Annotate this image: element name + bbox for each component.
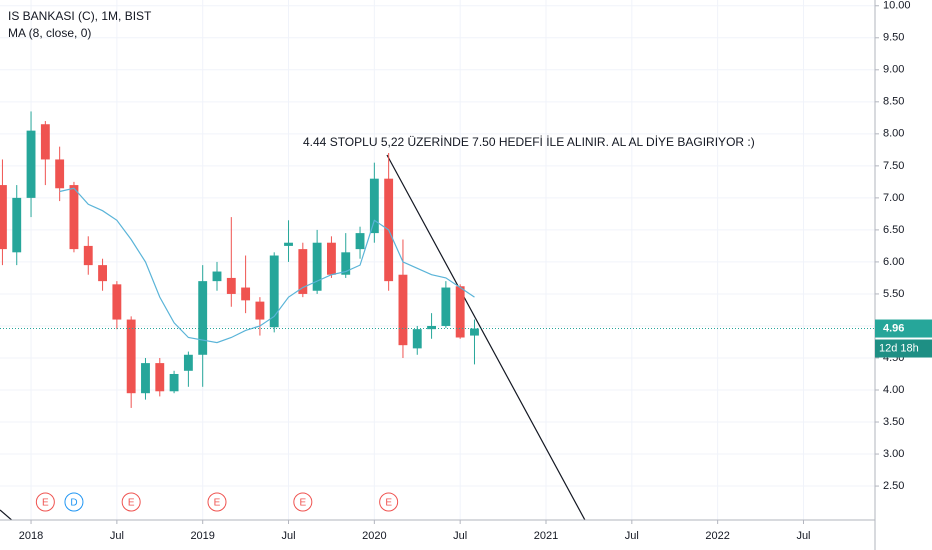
x-tick-label: Jul [110, 530, 124, 542]
candle-body [369, 178, 379, 234]
candle-body [412, 329, 422, 349]
annotation: 4.44 STOPLU 5,22 ÜZERİNDE 7.50 HEDEFİ İL… [303, 135, 755, 149]
y-tick-label: 3.50 [883, 416, 904, 428]
last-price-box [875, 319, 932, 338]
event-marker [207, 492, 227, 512]
event-label: E [42, 498, 49, 509]
y-tick-label: 7.50 [883, 160, 904, 172]
candle-body [255, 301, 265, 320]
candle-body [326, 242, 336, 275]
candle-body [40, 124, 50, 160]
y-tick-label: 4.00 [883, 384, 904, 396]
candle-body [0, 185, 7, 250]
candle-body [83, 245, 93, 266]
y-tick-label: 8.00 [883, 128, 904, 140]
candle-body [183, 354, 193, 371]
candle-body [12, 197, 22, 253]
candle-body [355, 233, 365, 250]
event-label: D [70, 498, 77, 509]
candle-body [198, 281, 208, 355]
candle-body [55, 159, 65, 189]
candle-body [212, 271, 222, 282]
x-tick-label: 2019 [190, 530, 214, 542]
x-tick-label: 2020 [362, 530, 386, 542]
candle-body [98, 265, 107, 282]
indicator-legend: MA (8, close, 0) [8, 26, 91, 40]
grid [0, 0, 875, 520]
y-tick-label: 7.00 [883, 192, 904, 204]
candle-body [441, 287, 451, 326]
event-marker [293, 492, 313, 512]
x-tick-label: Jul [453, 530, 467, 542]
candle-body [427, 325, 436, 330]
candle-body [284, 242, 293, 246]
candle-body [312, 242, 322, 291]
ma-line [59, 187, 475, 344]
candle-body [169, 373, 179, 392]
trend-line [386, 154, 586, 520]
candle-body [26, 130, 36, 198]
x-tick-label: Jul [281, 530, 295, 542]
y-tick-label: 6.50 [883, 224, 904, 236]
event-marker [121, 492, 141, 512]
x-tick-label: 2021 [534, 530, 558, 542]
countdown-box [875, 339, 932, 358]
candle-body [141, 363, 150, 394]
x-tick-label: 2018 [19, 530, 43, 542]
y-tick-label: 6.00 [883, 256, 904, 268]
event-label: E [128, 498, 135, 509]
plot-area [0, 111, 875, 520]
candle-body [470, 328, 479, 336]
x-tick-label: 2022 [705, 530, 729, 542]
countdown-label: 12d 18h [879, 342, 919, 354]
candle-body [112, 284, 122, 320]
event-label: E [385, 498, 392, 509]
x-tick-label: Jul [625, 530, 639, 542]
candle-body [226, 277, 236, 294]
x-tick-label: Jul [796, 530, 810, 542]
candle-body [455, 286, 465, 338]
y-tick-label: 5.50 [883, 288, 904, 300]
candle-body [398, 274, 408, 346]
candle-body [69, 185, 79, 250]
candle-body [126, 319, 136, 394]
last-price-label: 4.96 [883, 322, 904, 334]
event-label: E [214, 498, 221, 509]
chart-title: IS BANKASI (C), 1M, BIST [8, 9, 152, 23]
candle-body [298, 249, 308, 294]
event-marker [35, 492, 55, 512]
y-tick-label: 2.50 [883, 480, 904, 492]
candle-body [341, 252, 351, 275]
y-tick-label: 9.50 [883, 32, 904, 44]
event-marker [64, 492, 84, 512]
y-tick-label: 10.00 [883, 0, 911, 12]
candle-body [155, 363, 165, 392]
candle-body [241, 287, 251, 301]
event-label: E [299, 498, 306, 509]
y-tick-label: 8.50 [883, 96, 904, 108]
y-tick-label: 3.00 [883, 448, 904, 460]
candle-body [269, 255, 279, 328]
trend-line [0, 509, 13, 520]
y-tick-label: 9.00 [883, 64, 904, 76]
event-marker [379, 492, 399, 512]
